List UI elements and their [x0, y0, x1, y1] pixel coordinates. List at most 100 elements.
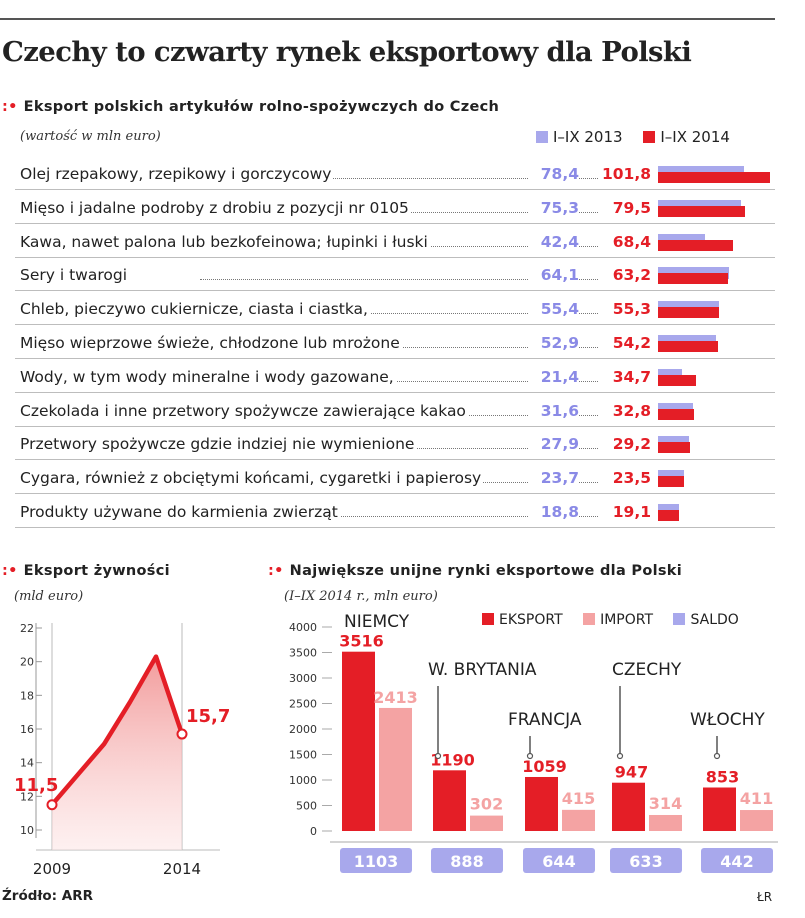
legend-item-saldo: SALDO [673, 612, 739, 628]
legend-label-eksport: EKSPORT [499, 612, 563, 628]
bar-2014 [658, 307, 719, 319]
row-label: Mięso i jadalne podroby z drobiu z pozyc… [20, 198, 411, 217]
row-label: Produkty używane do karmienia zwierząt [20, 503, 340, 521]
row-separator [15, 256, 775, 258]
label-leader-dot [434, 752, 442, 760]
saldo-pill [701, 848, 773, 873]
point-label: 11,5 [14, 775, 58, 796]
bar-import [562, 809, 595, 831]
table-row: Czekolada i inne przetwory spożywcze zaw… [0, 395, 775, 427]
value-label-eksport: 3516 [339, 632, 384, 651]
source-note: Źródło: ARR [2, 888, 94, 904]
table-row: Chleb, pieczywo cukiernicze, ciasta i ci… [0, 293, 775, 326]
row-label: Chleb, pieczywo cukiernicze, ciasta i ci… [20, 300, 370, 319]
value-2013: 21,4 [528, 367, 579, 386]
value-2014: 55,3 [598, 300, 651, 319]
section3-legend: EKSPORT IMPORT SALDO [466, 612, 739, 628]
legend-swatch-import [583, 613, 596, 625]
row-separator [15, 324, 775, 326]
value-2013: 23,7 [528, 469, 579, 488]
value-label-eksport: 947 [615, 763, 648, 782]
value-2013: 55,4 [528, 300, 579, 319]
section1-title-text: Eksport polskich artykułów rolno-spożywc… [23, 99, 500, 115]
y-tick-label: 14 [20, 757, 34, 770]
row-leader-dots [200, 313, 650, 315]
area-fill [52, 656, 182, 850]
value-2014: 63,2 [598, 266, 651, 285]
table-row: Mięso i jadalne podroby z drobiu z pozyc… [0, 192, 775, 224]
section1-subtitle: (wartość w mln euro) [20, 129, 161, 144]
bar-2014 [658, 476, 684, 488]
value-2014: 19,1 [598, 503, 651, 521]
table-row: Przetwory spożywcze gdzie indziej nie wy… [0, 428, 775, 461]
y-tick-label: 20 [20, 656, 34, 669]
bar-eksport [342, 651, 375, 831]
row-separator [15, 459, 775, 461]
value-2013: 42,4 [528, 232, 579, 251]
label-leader-dot [713, 752, 721, 760]
y-tick-label: 10 [20, 824, 34, 837]
saldo-value: 888 [450, 852, 483, 871]
section3-subtitle: (I–IX 2014 r., mln euro) [284, 589, 438, 604]
saldo-pill [523, 848, 595, 873]
value-2014: 32,8 [598, 401, 651, 420]
section2-subtitle: (mld euro) [14, 589, 84, 604]
row-separator [15, 358, 775, 359]
saldo-value: 644 [542, 852, 575, 871]
value-2013: 18,8 [528, 503, 579, 521]
value-2014: 29,2 [598, 435, 651, 454]
y-tick-label: 16 [20, 723, 34, 736]
y-tick-label: 0 [310, 825, 317, 838]
y-tick-label: 12 [20, 790, 34, 803]
bar-2014 [658, 510, 679, 521]
row-separator [15, 290, 775, 292]
value-2013: 52,9 [528, 334, 579, 352]
value-2014: 54,2 [598, 334, 651, 352]
row-separator [15, 527, 775, 528]
legend-swatch-saldo [673, 613, 686, 625]
eu-markets-bar-chart: 0 500 1000 1500 2000 2500 3000 3500 4000 3516 2413… [289, 612, 778, 873]
bar-eksport [612, 782, 645, 831]
row-leader-dots [200, 380, 650, 382]
saldo-pill [610, 848, 682, 873]
value-label-eksport: 1059 [522, 757, 567, 776]
food-export-line-chart: 10 12 14 16 18 20 22 11,5 15,7 2009 2014 [14, 622, 230, 878]
y-tick-label: 1000 [289, 774, 317, 787]
x-tick-label: 2014 [163, 860, 201, 878]
value-2014: 101,8 [598, 165, 651, 183]
bar-import [740, 810, 773, 831]
row-leader-dots [200, 178, 650, 179]
y-tick-label: 2000 [289, 723, 317, 736]
row-leader-dots [200, 516, 650, 517]
legend-item-2014: I–IX 2014 [643, 128, 730, 146]
bar-import [470, 815, 503, 831]
section-marker-icon: :• [268, 563, 284, 579]
bar-2014 [658, 172, 770, 183]
label-leader-dot [526, 752, 534, 760]
value-label-import: 302 [470, 795, 503, 814]
saldo-pill [431, 848, 503, 873]
row-separator [15, 391, 775, 393]
row-label: Kawa, nawet palona lub bezkofeinowa; łup… [20, 232, 430, 251]
legend-label-import: IMPORT [600, 612, 654, 628]
value-2014: 34,7 [598, 367, 651, 386]
bar-eksport [433, 770, 466, 831]
bar-2014 [658, 341, 718, 352]
row-separator [15, 222, 775, 224]
value-2013: 78,4 [528, 165, 579, 183]
page-title: Czechy to czwarty rynek eksportowy dla P… [2, 36, 692, 68]
category-label: FRANCJA [508, 710, 582, 730]
y-tick-label: 2500 [289, 698, 317, 711]
value-2014: 23,5 [598, 469, 651, 488]
bar-import [649, 814, 682, 831]
table-row: Sery i twarogi 64,1 63,2 [0, 259, 775, 292]
x-tick-label: 2009 [33, 860, 71, 878]
legend-label-saldo: SALDO [690, 612, 739, 628]
category-label: NIEMCY [344, 612, 410, 632]
legend-item-import: IMPORT [583, 612, 653, 628]
row-leader-dots [200, 211, 650, 213]
legend-item-2013: I–IX 2013 [536, 128, 623, 146]
row-label: Cygara, również z obciętymi końcami, cyg… [20, 469, 484, 488]
bar-import [379, 707, 412, 831]
table-row: Olej rzepakowy, rzepikowy i gorczycowy 78… [0, 158, 775, 190]
